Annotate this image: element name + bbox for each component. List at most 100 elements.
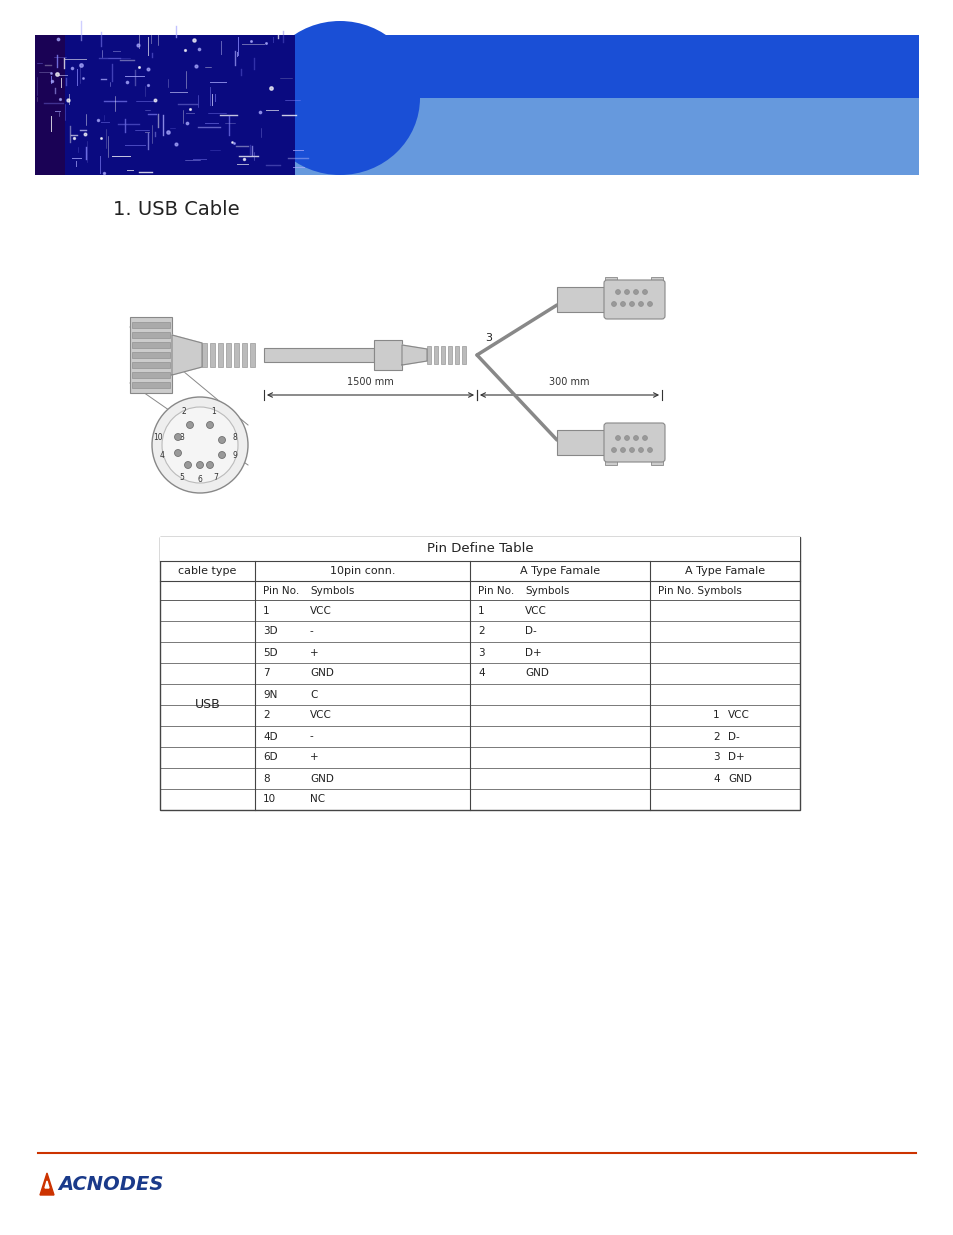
Text: 3: 3 — [477, 647, 484, 657]
Circle shape — [174, 433, 181, 441]
Text: 1: 1 — [477, 605, 484, 615]
Text: 10: 10 — [263, 794, 275, 804]
Bar — [604, 277, 617, 285]
Bar — [132, 382, 170, 388]
Bar — [427, 346, 431, 364]
Text: 7: 7 — [213, 473, 218, 482]
Text: GND: GND — [310, 773, 334, 783]
Text: 2: 2 — [263, 710, 270, 720]
Text: +: + — [310, 752, 318, 762]
Bar — [264, 348, 374, 362]
Circle shape — [641, 436, 647, 441]
Circle shape — [186, 421, 193, 429]
Text: 1: 1 — [263, 605, 270, 615]
Text: -: - — [310, 731, 314, 741]
Text: 1: 1 — [212, 408, 216, 416]
Text: VCC: VCC — [727, 710, 749, 720]
Bar — [160, 537, 800, 561]
Bar — [374, 340, 401, 370]
Circle shape — [218, 436, 225, 443]
Text: Pin No.: Pin No. — [477, 585, 514, 595]
Circle shape — [152, 396, 248, 493]
FancyBboxPatch shape — [603, 424, 664, 462]
Circle shape — [624, 289, 629, 294]
Polygon shape — [40, 1173, 54, 1195]
FancyBboxPatch shape — [603, 280, 664, 319]
Text: 4: 4 — [477, 668, 484, 678]
Text: ACNODES: ACNODES — [58, 1174, 163, 1193]
Text: 7: 7 — [263, 668, 270, 678]
Text: VCC: VCC — [524, 605, 546, 615]
Text: Pin Define Table: Pin Define Table — [426, 542, 533, 556]
Circle shape — [638, 447, 643, 452]
Text: C: C — [310, 689, 317, 699]
Text: D-: D- — [524, 626, 537, 636]
Text: 3: 3 — [712, 752, 719, 762]
Text: 4: 4 — [159, 451, 164, 459]
Circle shape — [206, 462, 213, 468]
Bar — [132, 372, 170, 378]
Bar — [250, 343, 254, 367]
Text: 10: 10 — [153, 432, 163, 441]
Circle shape — [196, 462, 203, 468]
Circle shape — [647, 301, 652, 306]
Text: 1: 1 — [712, 710, 719, 720]
Circle shape — [218, 452, 225, 458]
Bar — [132, 342, 170, 348]
Bar — [242, 343, 247, 367]
Text: 6D: 6D — [263, 752, 277, 762]
Bar — [650, 457, 662, 466]
Bar — [650, 277, 662, 285]
Bar — [226, 343, 231, 367]
Text: 2: 2 — [181, 408, 186, 416]
Circle shape — [619, 447, 625, 452]
Polygon shape — [45, 1181, 49, 1188]
Text: +: + — [310, 647, 318, 657]
Text: Pin No.: Pin No. — [263, 585, 299, 595]
Text: 2: 2 — [477, 626, 484, 636]
Bar — [132, 322, 170, 329]
Text: 3D: 3D — [263, 626, 277, 636]
Circle shape — [206, 421, 213, 429]
Text: 2: 2 — [712, 731, 719, 741]
Bar — [461, 346, 465, 364]
Circle shape — [184, 462, 192, 468]
Bar — [35, 35, 294, 175]
Bar — [604, 457, 617, 466]
Bar — [35, 35, 65, 175]
Text: 1500 mm: 1500 mm — [347, 377, 394, 387]
Bar — [210, 343, 214, 367]
Text: 8: 8 — [233, 432, 237, 441]
Bar — [557, 430, 612, 454]
Text: 8: 8 — [263, 773, 270, 783]
Bar — [440, 346, 444, 364]
Ellipse shape — [260, 21, 419, 175]
Bar — [132, 352, 170, 358]
Circle shape — [615, 289, 619, 294]
Text: 9: 9 — [233, 451, 237, 459]
Text: cable type: cable type — [178, 566, 236, 576]
Text: D-: D- — [727, 731, 739, 741]
Bar — [455, 346, 458, 364]
Circle shape — [615, 436, 619, 441]
Circle shape — [638, 301, 643, 306]
Text: A Type Famale: A Type Famale — [519, 566, 599, 576]
Circle shape — [641, 289, 647, 294]
Text: Pin No. Symbols: Pin No. Symbols — [658, 585, 741, 595]
Text: GND: GND — [727, 773, 751, 783]
Bar — [202, 343, 207, 367]
Circle shape — [624, 436, 629, 441]
Circle shape — [619, 301, 625, 306]
Circle shape — [629, 301, 634, 306]
Bar — [557, 287, 612, 312]
Bar — [160, 537, 800, 810]
Text: 3: 3 — [484, 333, 492, 343]
Text: 6: 6 — [197, 475, 202, 484]
Bar — [35, 35, 918, 175]
Text: VCC: VCC — [310, 710, 332, 720]
Text: 3: 3 — [179, 432, 184, 441]
Circle shape — [629, 447, 634, 452]
Bar — [448, 346, 452, 364]
Text: USB: USB — [194, 699, 220, 711]
Text: Symbols: Symbols — [310, 585, 354, 595]
